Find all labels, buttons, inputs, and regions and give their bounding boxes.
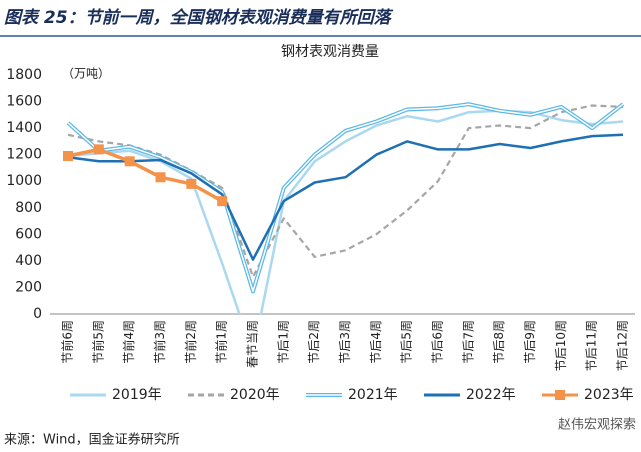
legend-label: 2023年 (584, 387, 634, 403)
y-tick-label: 200 (15, 279, 42, 295)
y-tick-label: 1800 (6, 67, 42, 83)
legend-label: 2022年 (466, 387, 516, 403)
x-tick-label: 节后11周 (585, 320, 599, 371)
x-tick-label: 节后5周 (400, 320, 414, 364)
x-tick-label: 节后7周 (461, 320, 475, 364)
series-marker (186, 178, 197, 189)
x-tick-label: 节后1周 (276, 320, 290, 364)
x-tick-label: 春节当周 (246, 320, 260, 368)
x-tick-label: 节后3周 (338, 320, 352, 364)
x-tick-label: 节后10周 (554, 320, 568, 371)
y-tick-label: 400 (15, 253, 42, 269)
series-line (67, 147, 224, 203)
series-marker (63, 150, 73, 161)
plot-area (63, 102, 625, 314)
x-tick-label: 节后9周 (523, 320, 537, 364)
legend-label: 2020年 (230, 387, 280, 403)
y-tick-label: 800 (15, 200, 42, 216)
source: 来源：Wind，国金证券研究所 (4, 432, 180, 448)
series-line (66, 102, 625, 294)
x-tick-label: 节后4周 (369, 320, 383, 364)
y-tick-label: 1200 (6, 147, 42, 163)
series-line (67, 104, 624, 278)
x-tick-label: 节前5周 (90, 320, 105, 364)
x-tick-label: 节后8周 (492, 320, 506, 364)
y-tick-label: 1400 (6, 120, 42, 136)
x-tick-label: 节后12周 (616, 320, 630, 371)
legend-marker (555, 390, 565, 400)
y-tick-label: 0 (33, 306, 42, 322)
series-marker (155, 172, 166, 183)
x-tick-label: 节前4周 (121, 320, 136, 364)
legend-label: 2021年 (348, 387, 398, 403)
series-marker (93, 144, 104, 155)
x-tick-label: 节后2周 (307, 320, 321, 364)
series-line-inner (67, 103, 624, 293)
y-tick-label: 1000 (6, 173, 42, 189)
x-tick-label: 节前6周 (60, 320, 75, 364)
x-tick-label: 节前3周 (152, 320, 167, 364)
watermark: 赵伟宏观探索 (558, 418, 636, 433)
x-tick-label: 节前2周 (183, 320, 198, 364)
legend-label: 2019年 (112, 387, 162, 403)
x-tick-label: 节前1周 (214, 320, 229, 364)
series-marker (217, 196, 228, 207)
y-unit: （万吨） (62, 67, 110, 81)
y-tick-label: 600 (15, 226, 42, 242)
x-tick-label: 节后6周 (431, 320, 445, 364)
chart-subtitle: 钢材表观消费量 (281, 44, 379, 60)
chart-title: 图表 25：节前一周，全国钢材表观消费量有所回落 (4, 8, 394, 28)
y-tick-label: 1600 (6, 94, 42, 110)
series-marker (124, 156, 135, 167)
series-line (67, 133, 624, 261)
